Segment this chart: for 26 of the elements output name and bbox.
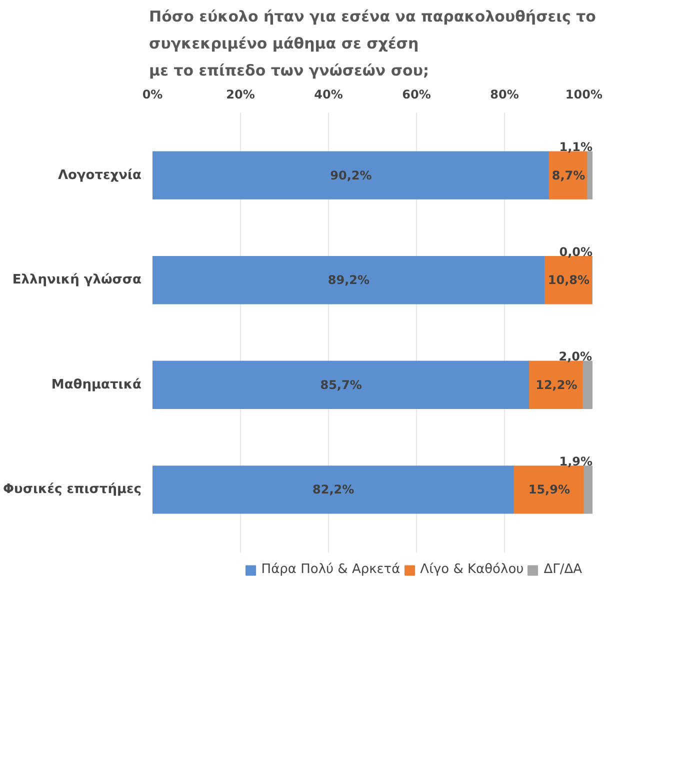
x-tick-label: 20% <box>226 88 255 102</box>
data-label: 2,0% <box>558 350 592 364</box>
data-label: 15,9% <box>528 482 570 497</box>
data-label: 89,2% <box>328 273 370 288</box>
x-tick-label: 80% <box>490 88 519 102</box>
x-tick-label: 40% <box>314 88 343 102</box>
legend-label: Πάρα Πολύ & Αρκετά <box>261 562 400 577</box>
y-tick-label: Φυσικές επιστήμες <box>3 482 142 498</box>
y-tick-label: Μαθηματικά <box>51 377 142 392</box>
data-label: 12,2% <box>536 378 578 392</box>
data-label: 85,7% <box>320 378 362 392</box>
data-label: 0,0% <box>559 244 592 259</box>
x-tick-label: 100% <box>565 88 603 102</box>
x-tick-label: 0% <box>142 88 163 102</box>
chart-title: Πόσο εύκολο ήταν για εσένα να παρακολουθήσεις το συγκεκριμένο μάθημα σε σχέση με το επίπεδο των γνώσεών σου; <box>149 8 596 80</box>
data-label: 1,9% <box>559 454 592 468</box>
data-label: 82,2% <box>312 482 354 497</box>
y-tick-label: Ελληνική γλώσσα <box>12 272 142 288</box>
x-tick-label: 60% <box>402 88 431 102</box>
data-label: 8,7% <box>552 168 586 182</box>
legend-label: Λίγο & Καθόλου <box>420 562 524 577</box>
data-label: 90,2% <box>330 168 372 182</box>
data-label: 1,1% <box>559 140 592 154</box>
y-tick-label: Λογοτεχνία <box>58 168 142 183</box>
legend-label: ΔΓ/ΔΑ <box>544 562 582 577</box>
data-label: 10,8% <box>548 273 590 288</box>
